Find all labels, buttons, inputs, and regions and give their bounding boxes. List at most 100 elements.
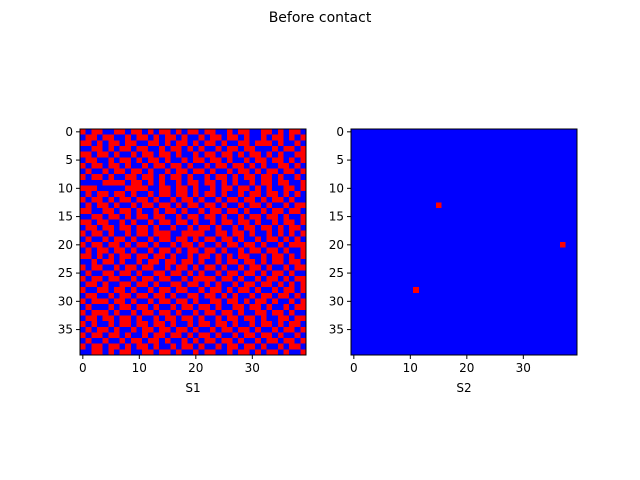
heatmap-cell xyxy=(193,191,199,198)
heatmap-cell xyxy=(193,236,199,243)
heatmap-cell xyxy=(238,168,245,175)
heatmap-cell xyxy=(153,247,160,254)
heatmap-cell xyxy=(226,264,233,271)
heatmap-cell xyxy=(170,270,177,277)
heatmap-cell xyxy=(289,151,296,158)
heatmap-cell xyxy=(221,338,228,345)
heatmap-cell xyxy=(159,168,166,175)
heatmap-cell xyxy=(96,179,103,186)
heatmap-cell xyxy=(204,281,211,288)
heatmap-cell xyxy=(108,168,115,175)
heatmap-cell xyxy=(159,157,166,164)
heatmap-cell xyxy=(300,162,307,169)
heatmap-cell xyxy=(260,264,267,271)
heatmap-cell xyxy=(153,321,160,328)
heatmap-cell xyxy=(170,230,177,237)
heatmap-cell xyxy=(80,157,86,164)
heatmap-cell xyxy=(80,343,86,350)
heatmap-cell xyxy=(187,292,194,299)
heatmap-cell xyxy=(215,185,222,192)
heatmap-cell xyxy=(198,281,205,288)
heatmap-cell xyxy=(193,264,199,271)
heatmap-cell xyxy=(283,208,290,215)
heatmap-cell xyxy=(226,287,233,294)
heatmap-cell xyxy=(85,213,92,220)
heatmap-cell xyxy=(147,151,154,158)
heatmap-cell xyxy=(80,236,86,243)
heatmap-cell xyxy=(85,151,92,158)
heatmap-cell xyxy=(130,219,137,226)
heatmap-cell xyxy=(91,202,98,209)
heatmap-cell xyxy=(272,213,279,220)
heatmap-cell xyxy=(232,145,239,152)
heatmap-cell xyxy=(187,208,194,215)
heatmap-cell xyxy=(136,253,143,260)
y-tick-label: 20 xyxy=(58,238,73,252)
heatmap-cell xyxy=(283,151,290,158)
heatmap-cell xyxy=(96,168,103,175)
heatmap-cell xyxy=(193,281,199,288)
heatmap-cell xyxy=(249,292,256,299)
heatmap-cell xyxy=(164,264,171,271)
heatmap-cell xyxy=(164,281,171,288)
heatmap-cell xyxy=(142,275,149,282)
heatmap-cell xyxy=(209,191,216,198)
heatmap-cell xyxy=(181,292,188,299)
heatmap-cell xyxy=(260,321,267,328)
heatmap-cell xyxy=(125,162,132,169)
heatmap-cell xyxy=(85,275,92,282)
heatmap-cell xyxy=(260,304,267,311)
heatmap-cell xyxy=(260,298,267,305)
heatmap-cell xyxy=(147,349,154,356)
x-ticks-s1: 0 10 20 30 xyxy=(79,355,260,375)
heatmap-cell xyxy=(170,202,177,209)
heatmap-cell xyxy=(85,332,92,339)
heatmap-cell xyxy=(238,213,245,220)
heatmap-cell xyxy=(232,258,239,265)
heatmap-cell xyxy=(221,196,228,203)
heatmap-cell xyxy=(119,219,126,226)
heatmap-cell xyxy=(119,258,126,265)
heatmap-cell xyxy=(187,219,194,226)
heatmap-cell xyxy=(300,264,307,271)
heatmap-cell xyxy=(159,258,166,265)
heatmap-cell xyxy=(147,270,154,277)
heatmap-cell xyxy=(204,129,211,135)
heatmap-cell xyxy=(260,202,267,209)
heatmap-cell xyxy=(277,202,284,209)
heatmap-cell xyxy=(249,129,256,135)
heatmap-cell xyxy=(108,332,115,339)
heatmap-cell xyxy=(187,298,194,305)
heatmap-cell xyxy=(238,157,245,164)
heatmap-cell xyxy=(209,258,216,265)
heatmap-cell xyxy=(277,213,284,220)
heatmap-cell xyxy=(91,247,98,254)
heatmap-cell xyxy=(232,264,239,271)
heatmap-cell xyxy=(232,129,239,135)
heatmap-cell xyxy=(300,191,307,198)
heatmap-cell xyxy=(102,191,109,198)
heatmap-cell xyxy=(147,264,154,271)
heatmap-cell xyxy=(243,157,250,164)
heatmap-cell xyxy=(221,321,228,328)
heatmap-cell xyxy=(249,174,256,181)
x-tick-label: 20 xyxy=(188,361,203,375)
heatmap-cell xyxy=(289,162,296,169)
heatmap-cell xyxy=(142,298,149,305)
heatmap-cell xyxy=(193,242,199,248)
heatmap-cell xyxy=(300,304,307,311)
heatmap-cell xyxy=(176,151,183,158)
heatmap-cell xyxy=(232,304,239,311)
heatmap-cell xyxy=(226,168,233,175)
heatmap-cell xyxy=(108,208,115,215)
heatmap-cell xyxy=(294,281,301,288)
heatmap-cell xyxy=(266,140,273,147)
heatmap-cell xyxy=(130,162,137,169)
heatmap-cell xyxy=(96,343,103,350)
heatmap-cell xyxy=(226,315,233,322)
heatmap-cell xyxy=(170,253,177,260)
heatmap-cell xyxy=(255,185,262,192)
heatmap-cell xyxy=(187,242,194,248)
heatmap-cell xyxy=(125,281,132,288)
heatmap-cell xyxy=(221,247,228,254)
